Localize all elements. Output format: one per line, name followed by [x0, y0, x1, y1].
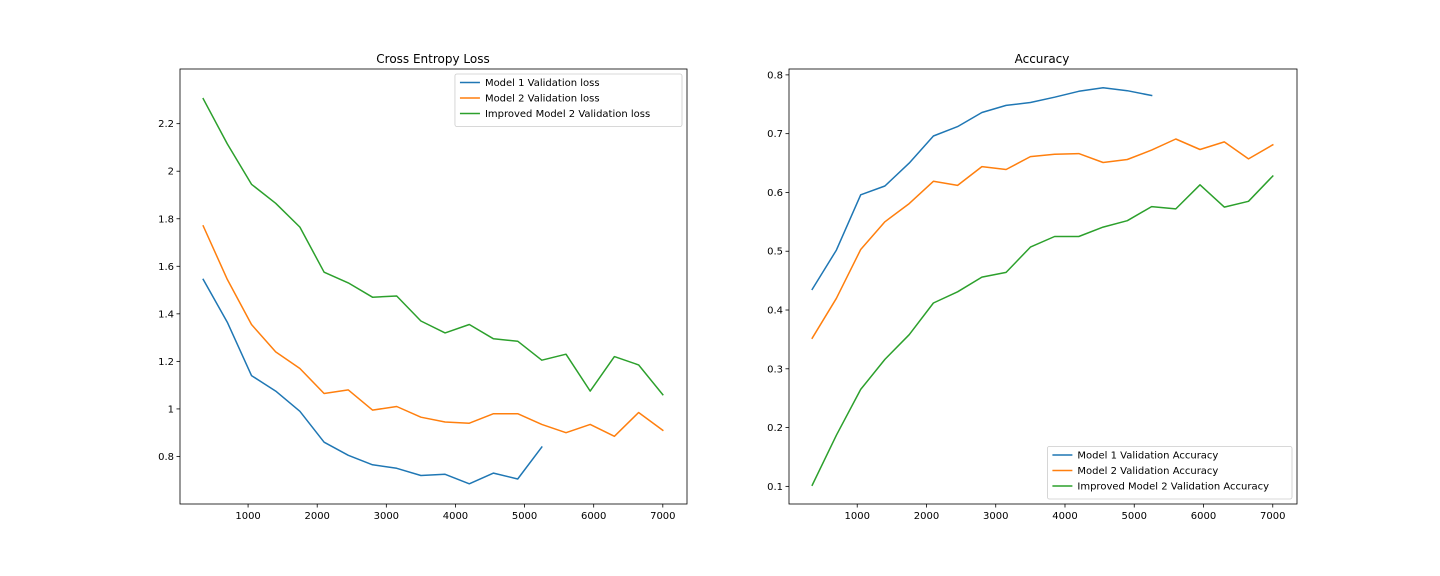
- y-tick-label: 0.7: [767, 129, 783, 140]
- chart-title: Cross Entropy Loss: [376, 52, 489, 66]
- plot-frame: [179, 68, 688, 505]
- y-tick-label: 1: [168, 404, 174, 415]
- legend-label: Model 2 Validation loss: [485, 94, 600, 105]
- y-tick-label: 0.5: [767, 247, 783, 258]
- y-tick-label: 1.6: [158, 262, 174, 273]
- x-tick-label: 3000: [983, 511, 1008, 522]
- y-tick-label: 1.8: [158, 214, 174, 225]
- y-tick-label: 1.2: [158, 357, 174, 368]
- y-tick-label: 0.6: [767, 188, 783, 199]
- chart-title: Accuracy: [1015, 52, 1070, 66]
- x-tick-label: 5000: [1122, 511, 1147, 522]
- x-tick-label: 4000: [1052, 511, 1077, 522]
- loss-chart: Cross Entropy Loss 1000 2000 3000 4000 5000 6…: [158, 52, 688, 522]
- x-tick-label: 2000: [304, 511, 329, 522]
- x-tick-label: 4000: [443, 511, 468, 522]
- series-line: [202, 224, 664, 438]
- legend: Model 1 Validation loss Model 2 Validatio…: [454, 73, 683, 127]
- legend-label: Improved Model 2 Validation loss: [485, 109, 650, 120]
- x-tick-label: 7000: [650, 511, 675, 522]
- series-line: [202, 97, 664, 396]
- y-tick-label: 0.2: [767, 423, 783, 434]
- y-tick-label: 0.1: [767, 482, 783, 493]
- legend-label: Model 1 Validation Accuracy: [1077, 451, 1218, 462]
- legend-label: Model 1 Validation loss: [485, 78, 600, 89]
- accuracy-chart: Accuracy 1000 2000 3000 4000 5000 6000 7000 0.1…: [767, 52, 1298, 522]
- legend: Model 1 Validation Accuracy Model 2 Valid…: [1047, 446, 1293, 500]
- plot-frame: [788, 68, 1298, 505]
- series-line: [202, 278, 543, 485]
- y-tick-label: 0.4: [767, 306, 783, 317]
- x-tick-label: 2000: [914, 511, 939, 522]
- legend-label: Model 2 Validation Accuracy: [1077, 466, 1218, 477]
- x-tick-label: 3000: [374, 511, 399, 522]
- y-tick-label: 2.2: [158, 119, 174, 130]
- y-tick-label: 0.8: [767, 70, 783, 81]
- legend-label: Improved Model 2 Validation Accuracy: [1077, 482, 1269, 493]
- x-tick-label: 1000: [235, 511, 260, 522]
- y-tick-label: 0.3: [767, 364, 783, 375]
- x-tick-label: 6000: [1191, 511, 1216, 522]
- y-tick-label: 0.8: [158, 452, 174, 463]
- x-tick-label: 6000: [581, 511, 606, 522]
- x-tick-label: 7000: [1260, 511, 1285, 522]
- series-line: [811, 174, 1274, 487]
- x-tick-label: 5000: [512, 511, 537, 522]
- x-tick-label: 1000: [844, 511, 869, 522]
- series-line: [811, 87, 1153, 291]
- legend-box: [1047, 446, 1293, 500]
- legend-box: [454, 73, 683, 127]
- series-line: [811, 138, 1274, 340]
- y-tick-label: 2: [168, 167, 174, 178]
- y-tick-label: 1.4: [158, 309, 174, 320]
